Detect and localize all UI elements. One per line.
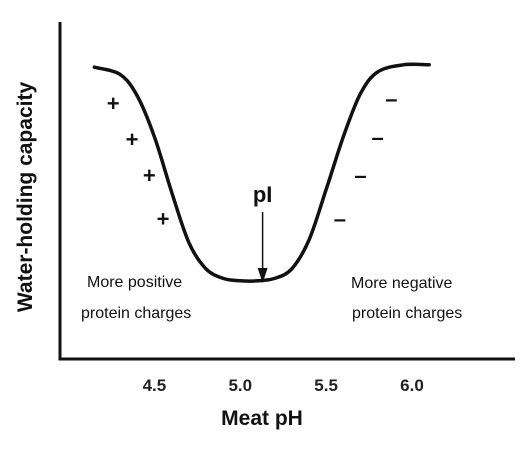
pi-arrowhead [257,268,268,283]
x-tick-label: 5.0 [228,376,252,395]
left-annotation-line-2: protein charges [81,305,191,322]
right-annotation-line-1: More negative [351,275,452,292]
x-tick-label: 5.5 [314,376,338,395]
x-tick-label: 4.5 [143,376,167,395]
plus-sign: + [143,163,156,188]
y-axis-title: Water-holding capacity [14,82,37,313]
pi-label: pI [253,182,273,207]
minus-sign: – [385,86,397,111]
right-annotation-line-2: protein charges [352,305,462,322]
x-tick-label: 6.0 [400,376,424,395]
plus-sign: + [157,206,170,231]
charge-signs: ++++ –––– [107,86,398,231]
minus-sign: – [334,206,346,231]
left-annotation-line-1: More positive [87,274,182,291]
wh-capacity-curve [92,62,431,283]
plus-sign: + [126,127,139,152]
x-axis-title: Meat pH [221,407,303,430]
x-tick-labels: 4.5 5.0 5.5 6.0 [143,376,424,395]
minus-sign: – [371,125,383,150]
plus-sign: + [107,91,120,116]
minus-sign: – [354,163,366,188]
